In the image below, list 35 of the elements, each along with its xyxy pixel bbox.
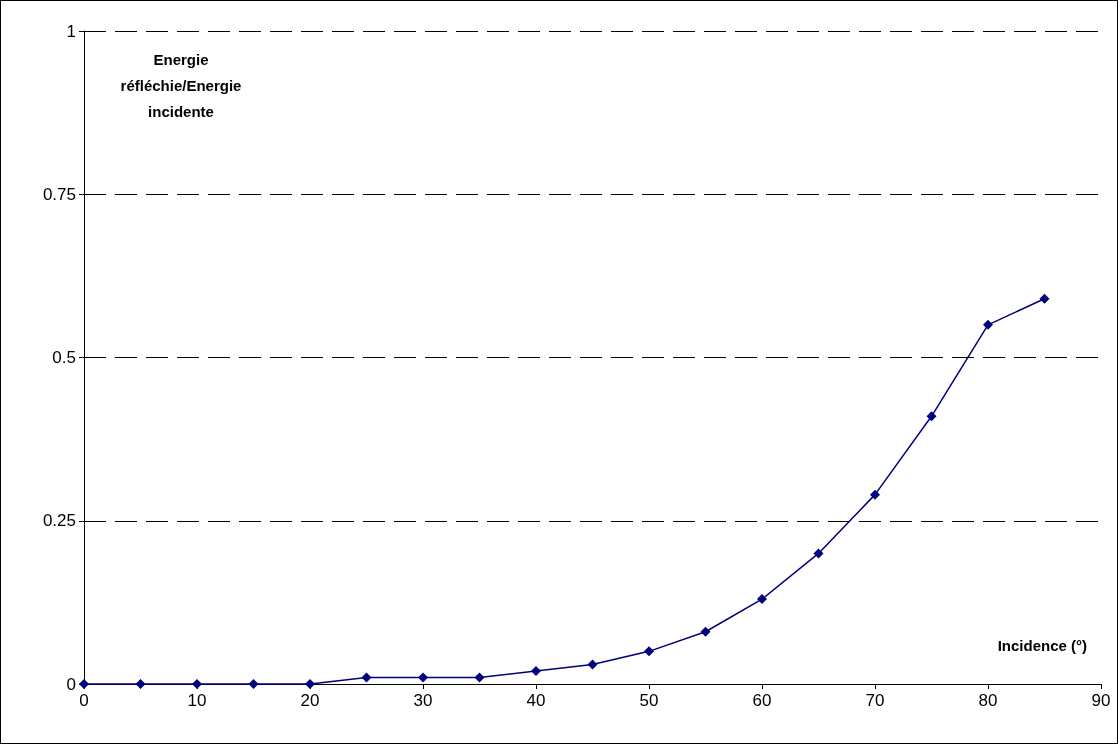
x-tick-label: 90 [1091,691,1111,710]
point [700,626,711,637]
x-tick-label: 40 [526,691,546,710]
y-tick-label: 0.5 [52,348,76,367]
y-axis-title: Energie réfléchie/Energie incidente [120,50,242,120]
point [305,679,315,689]
y-tick-label: 0.75 [42,184,76,204]
x-tick-label: 20 [300,691,320,710]
x-tick-label: 80 [978,691,998,710]
point [79,679,89,689]
point [135,679,146,689]
x-tick-label: 0 [79,691,89,710]
x-tick-label: 10 [187,691,207,710]
point [983,319,993,330]
x-tick-label: 70 [865,691,885,710]
point [587,659,598,670]
point [418,672,428,683]
point [248,679,259,689]
point [926,411,937,422]
point [813,548,824,559]
point [474,672,485,683]
point [870,489,880,500]
point [644,646,654,657]
y-tick-label: 1 [66,21,76,41]
x-axis-title: Incidence (°) [997,637,1088,654]
x-tick-label: 60 [752,691,772,710]
y-tick-label: 0 [66,674,76,694]
x-tick-label: 50 [639,691,659,710]
point [531,665,541,676]
point [192,679,202,689]
point [1039,293,1050,304]
point [757,594,767,605]
point [361,672,372,683]
x-tick-label: 30 [413,691,433,710]
y-tick-label: 0.25 [42,511,76,531]
